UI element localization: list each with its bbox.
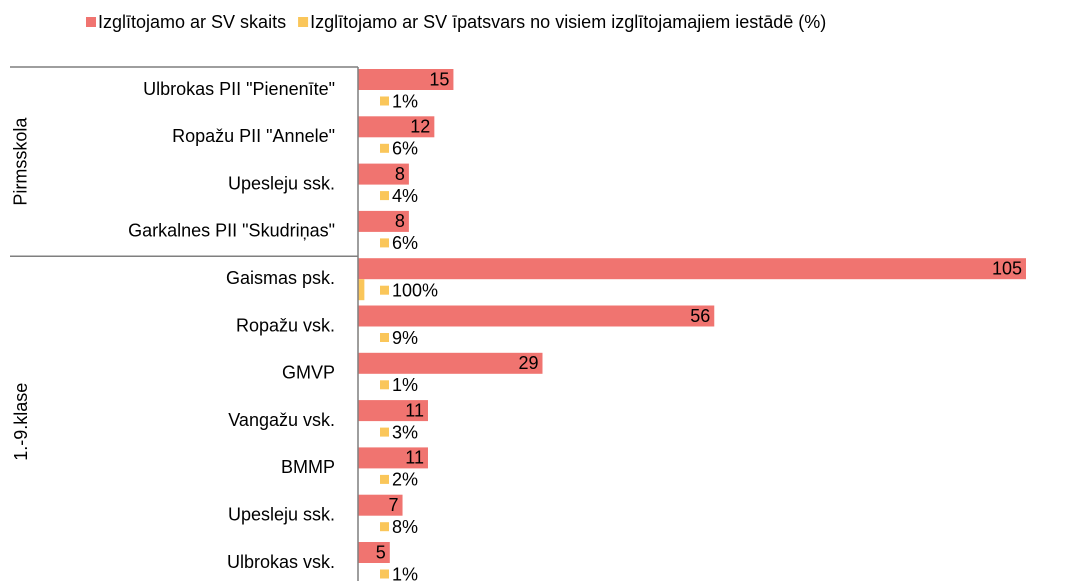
value-label: 11 (405, 448, 424, 468)
bar (358, 163, 409, 185)
label-key (380, 380, 389, 390)
value-label: 8% (392, 517, 418, 537)
value-label: 8 (395, 211, 405, 231)
label-key (380, 333, 389, 342)
value-label: 11 (405, 400, 424, 420)
category-label: Ropažu vsk. (236, 315, 335, 335)
bar (358, 400, 428, 422)
legend-swatch (86, 17, 96, 27)
label-key (380, 96, 389, 106)
label-key (380, 522, 389, 532)
value-label: 1% (392, 375, 418, 395)
bar (358, 210, 409, 232)
value-label: 100% (392, 280, 438, 300)
category-label: Vangažu vsk. (228, 410, 335, 430)
bar (358, 494, 403, 516)
category-label: Garkalnes PII "Skudriņas" (128, 221, 335, 241)
label-key (380, 285, 389, 295)
label-key (380, 569, 389, 579)
category-label: BMMP (281, 457, 335, 477)
label-key (380, 427, 389, 437)
bar (358, 352, 543, 374)
category-label: GMVP (282, 363, 335, 383)
value-label: 6% (392, 233, 418, 253)
legend-swatch (298, 17, 309, 27)
value-label: 7 (389, 495, 399, 515)
label-key (380, 143, 389, 153)
bar (358, 542, 390, 563)
category-label: Ulbrokas PII "Pienenīte" (143, 79, 335, 99)
value-label: 6% (392, 139, 418, 159)
bar (358, 116, 435, 138)
bar (358, 69, 454, 90)
value-label: 56 (690, 306, 710, 326)
category-label: Upesleju ssk. (228, 173, 335, 193)
value-label: 29 (518, 353, 538, 373)
category-label: Ropažu PII "Annele" (172, 126, 335, 146)
value-label: 1% (392, 564, 418, 581)
group-label: 1.-9.klase (11, 383, 31, 461)
label-key (380, 474, 389, 484)
legend-label: Izglītojamo ar SV skaits (98, 12, 286, 32)
bar (358, 447, 428, 469)
legend-label: Izglītojamo ar SV īpatsvars no visiem iz… (310, 12, 826, 32)
bar (358, 305, 715, 327)
value-label: 8 (395, 164, 405, 184)
value-label: 4% (392, 186, 418, 206)
label-key (380, 238, 389, 248)
bar (358, 258, 1026, 280)
label-key (380, 191, 389, 201)
category-label: Gaismas psk. (226, 268, 335, 288)
value-label: 2% (392, 470, 418, 490)
value-label: 1% (392, 91, 418, 111)
value-label: 9% (392, 328, 418, 348)
value-label: 15 (429, 69, 449, 89)
group-label: Pirmsskola (11, 117, 31, 206)
value-label: 105 (992, 258, 1022, 278)
category-label: Ulbrokas vsk. (227, 552, 335, 572)
value-label: 12 (410, 117, 430, 137)
bar (358, 279, 365, 301)
value-label: 5 (376, 542, 386, 562)
category-label: Upesleju ssk. (228, 504, 335, 524)
value-label: 3% (392, 422, 418, 442)
